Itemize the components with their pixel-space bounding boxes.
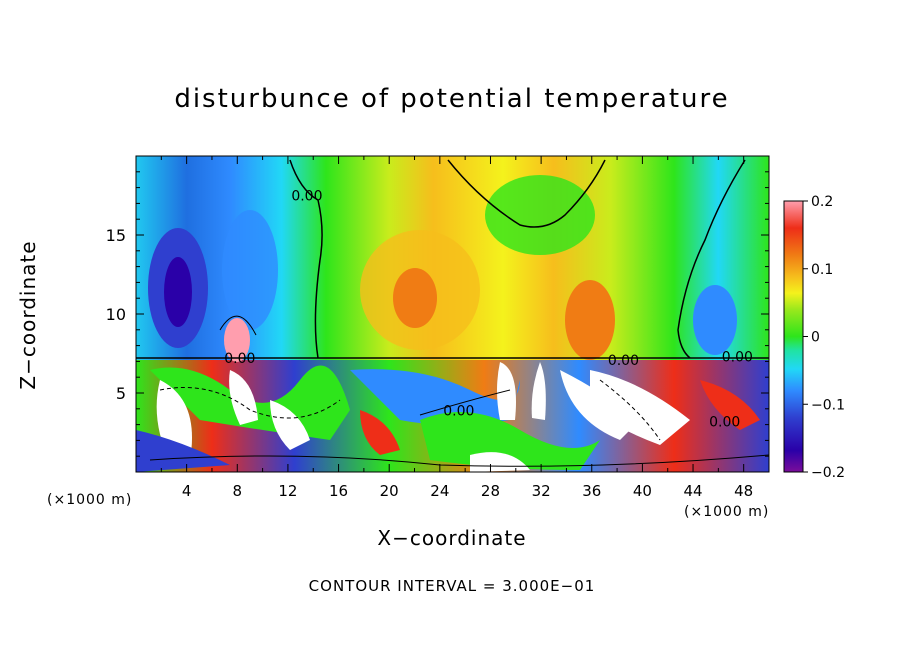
y-axis: 5 10 15 — [106, 171, 769, 457]
contour-label: 0.00 — [722, 350, 753, 366]
x-tick-label: 28 — [481, 482, 500, 500]
x-tick-label: 24 — [430, 482, 449, 500]
contour-interval-note: CONTOUR INTERVAL = 3.000E−01 — [308, 577, 596, 595]
x-tick-label: 32 — [532, 482, 551, 500]
colorbar-tick-label: 0 — [811, 330, 820, 346]
x-tick-label: 48 — [734, 482, 753, 500]
colorbar-tick-label: 0.1 — [811, 262, 833, 278]
colorbar-tick-label: 0.2 — [811, 194, 833, 210]
y-tick-label: 5 — [116, 384, 126, 403]
contour-label: 0.00 — [224, 351, 255, 367]
chart-title: disturbunce of potential temperature — [174, 84, 730, 114]
x-tick-label: 40 — [633, 482, 652, 500]
contour-label: 0.00 — [709, 414, 740, 430]
contour-label: 0.00 — [443, 403, 474, 419]
colorbar-tick-label: −0.2 — [811, 465, 845, 481]
x-tick-label: 20 — [380, 482, 399, 500]
colorbar-tick-label: −0.1 — [811, 397, 845, 413]
x-tick-label: 44 — [683, 482, 702, 500]
contour-label: 0.00 — [291, 189, 322, 205]
x-tick-label: 16 — [329, 482, 348, 500]
contour-label: 0.00 — [608, 353, 639, 369]
x-axis-label: X−coordinate — [377, 526, 527, 550]
x-unit-right: (×1000 m) — [684, 504, 770, 520]
field-image — [136, 156, 769, 472]
colorbar — [783, 200, 804, 473]
contour-labels: 0.00 0.00 0.00 0.00 0.00 0.00 — [224, 189, 753, 431]
x-tick-label: 12 — [278, 482, 297, 500]
y-tick-label: 15 — [106, 226, 126, 245]
x-tick-label: 8 — [233, 482, 243, 500]
x-unit-left: (×1000 m) — [47, 492, 133, 508]
x-axis: 4 8 12 16 20 24 28 32 36 40 44 48 — [160, 156, 753, 500]
y-tick-label: 10 — [106, 305, 126, 324]
colorbar-ticks: 0.2 0.1 0 −0.1 −0.2 — [803, 194, 845, 481]
x-tick-label: 4 — [182, 482, 192, 500]
x-tick-label: 36 — [582, 482, 601, 500]
y-axis-label: Z−coordinate — [16, 240, 40, 390]
